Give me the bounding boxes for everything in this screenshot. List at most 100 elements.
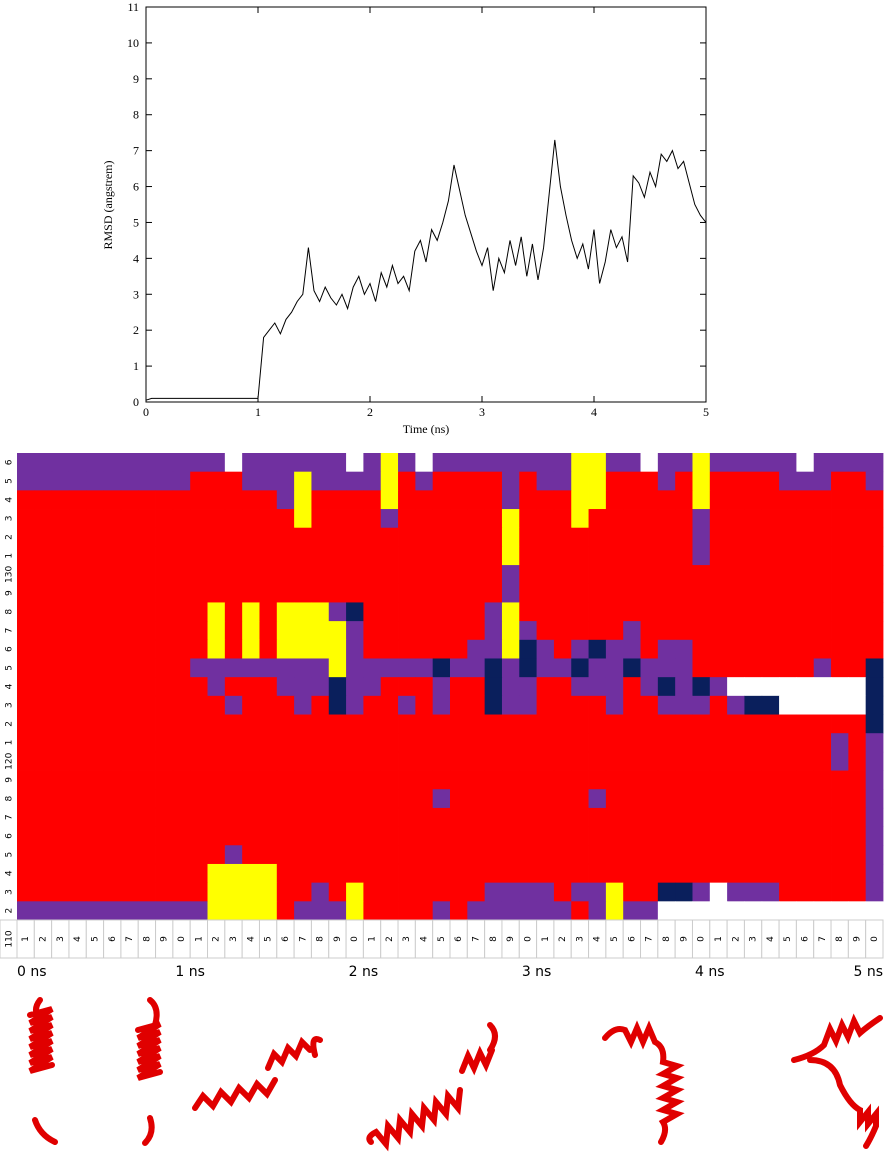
cell [623, 509, 641, 529]
cell [294, 733, 312, 753]
cell [86, 565, 104, 585]
cell [467, 471, 486, 491]
cell [519, 583, 537, 603]
cell [120, 621, 139, 641]
cell [311, 527, 330, 547]
cell [311, 845, 330, 865]
cell [519, 751, 537, 771]
column-label: 0 [350, 936, 360, 942]
column-label: 5 [610, 936, 620, 942]
cell [432, 602, 451, 622]
cell [207, 471, 226, 491]
row-label: 8 [5, 795, 15, 801]
cell [155, 751, 174, 771]
cell [346, 714, 364, 734]
cell [432, 863, 451, 884]
cell [346, 826, 364, 846]
cell [484, 453, 503, 473]
cell [363, 901, 382, 921]
cell [813, 583, 832, 603]
cell [761, 789, 780, 809]
cell [623, 882, 641, 902]
y-tick-label: 5 [133, 215, 139, 229]
cell [571, 826, 589, 846]
column-label: 2 [385, 936, 395, 942]
cell [571, 714, 589, 734]
cell [17, 751, 35, 771]
cell [623, 471, 641, 491]
cell [831, 602, 849, 622]
cell [692, 583, 711, 603]
cell [467, 453, 486, 473]
cell [17, 490, 35, 510]
cell [727, 565, 745, 585]
column-label: 6 [801, 936, 811, 942]
cell [242, 901, 260, 921]
cell [68, 807, 87, 827]
cell [779, 751, 797, 771]
cell [207, 658, 226, 678]
cell [311, 583, 330, 603]
cell [779, 583, 797, 603]
cell [172, 863, 191, 884]
cell [242, 751, 260, 771]
cell [779, 882, 797, 902]
cell [553, 509, 572, 529]
cell [224, 509, 243, 529]
cell [571, 583, 589, 603]
cell [553, 733, 572, 753]
cell [519, 845, 537, 865]
cell [727, 863, 745, 884]
column-label: 6 [108, 936, 118, 942]
cell [796, 583, 815, 603]
cell [536, 714, 555, 734]
cell [848, 527, 867, 547]
cell [380, 789, 399, 809]
cell [398, 789, 416, 809]
cell [675, 695, 693, 715]
cell [51, 602, 70, 622]
cell [675, 658, 693, 678]
column-label: 2 [212, 936, 222, 942]
column-label: 4 [246, 936, 256, 942]
cell [311, 658, 330, 678]
cell [848, 621, 867, 641]
cell [657, 565, 676, 585]
cell [761, 770, 780, 790]
cell [501, 714, 520, 734]
column-label: 1 [21, 936, 31, 942]
cell [605, 826, 624, 846]
cell [675, 770, 693, 790]
cell [865, 639, 884, 659]
cell [172, 602, 191, 622]
cell [536, 509, 555, 529]
cell [727, 658, 745, 678]
cell [623, 770, 641, 790]
cell [34, 565, 53, 585]
cell [657, 471, 676, 491]
cell [311, 733, 330, 753]
cell [138, 789, 156, 809]
cell [432, 789, 451, 809]
cell [190, 471, 208, 491]
column-label: 3 [56, 936, 66, 942]
cell [380, 733, 399, 753]
cell [242, 546, 260, 566]
cell [86, 863, 104, 884]
cell [380, 695, 399, 715]
cell [623, 490, 641, 510]
cell [224, 882, 243, 902]
cell [501, 565, 520, 585]
cell [363, 695, 382, 715]
cell [536, 826, 555, 846]
cell [744, 639, 763, 659]
cell [86, 789, 104, 809]
cell [224, 863, 243, 884]
cell [51, 733, 70, 753]
cell [709, 882, 728, 902]
cell [467, 621, 486, 641]
cell [86, 583, 104, 603]
cell [571, 845, 589, 865]
cell [86, 621, 104, 641]
cell [519, 714, 537, 734]
